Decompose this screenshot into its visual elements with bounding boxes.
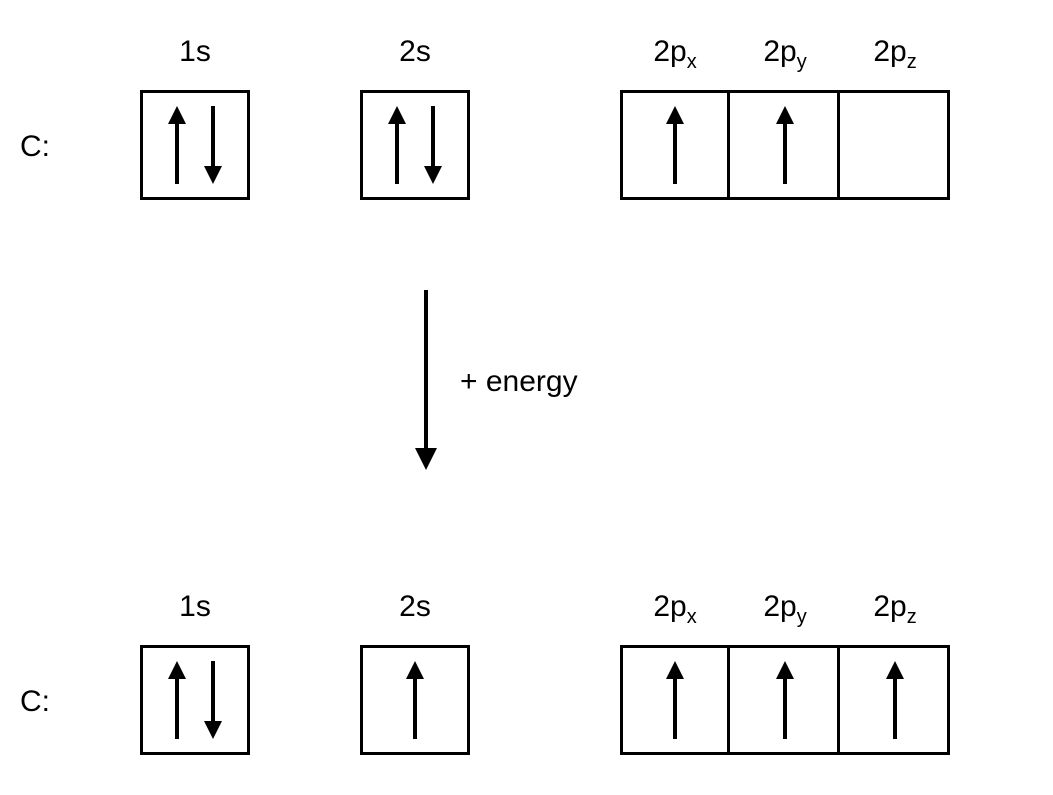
electron-ground-2s-1 — [422, 106, 444, 189]
electron-ground-1s-1 — [202, 106, 224, 189]
orbital-label-py: 2py — [730, 590, 840, 629]
electron-excited-2px-0 — [664, 661, 686, 744]
orbital-box-ground-1s — [140, 90, 250, 200]
orbital-label-py: 2py — [730, 35, 840, 74]
orbital-box-ground-2s — [360, 90, 470, 200]
electron-excited-2pz-0 — [884, 661, 906, 744]
transition-label: + energy — [460, 365, 578, 399]
orbital-label-px: 2px — [620, 35, 730, 74]
orbital-label-s1: 1s — [140, 35, 250, 69]
electron-ground-2s-0 — [386, 106, 408, 189]
electron-ground-2px-0 — [664, 106, 686, 189]
orbital-label-s2: 2s — [360, 590, 470, 624]
electron-excited-2py-0 — [774, 661, 796, 744]
electron-excited-1s-0 — [166, 661, 188, 744]
orbital-label-px: 2px — [620, 590, 730, 629]
electron-ground-2py-0 — [774, 106, 796, 189]
transition-arrow — [413, 290, 439, 475]
orbital-label-pz: 2pz — [840, 590, 950, 629]
electron-ground-1s-0 — [166, 106, 188, 189]
element-label-excited: C: — [20, 685, 50, 719]
orbital-label-pz: 2pz — [840, 35, 950, 74]
orbital-box-ground-2pz — [840, 90, 950, 200]
orbital-label-s1: 1s — [140, 590, 250, 624]
electron-excited-2s-0 — [404, 661, 426, 744]
element-label-ground: C: — [20, 130, 50, 164]
orbital-diagram: C:1s2s2px2py2pzC:1s2s2px2py2pz+ energy — [0, 0, 1053, 795]
orbital-box-excited-1s — [140, 645, 250, 755]
orbital-label-s2: 2s — [360, 35, 470, 69]
electron-excited-1s-1 — [202, 661, 224, 744]
